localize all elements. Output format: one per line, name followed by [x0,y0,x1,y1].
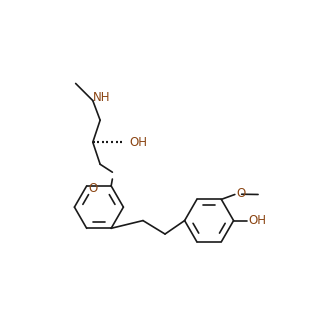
Text: O: O [88,182,98,195]
Text: O: O [236,187,245,200]
Text: OH: OH [129,136,147,149]
Text: NH: NH [93,91,111,104]
Text: OH: OH [248,214,266,227]
